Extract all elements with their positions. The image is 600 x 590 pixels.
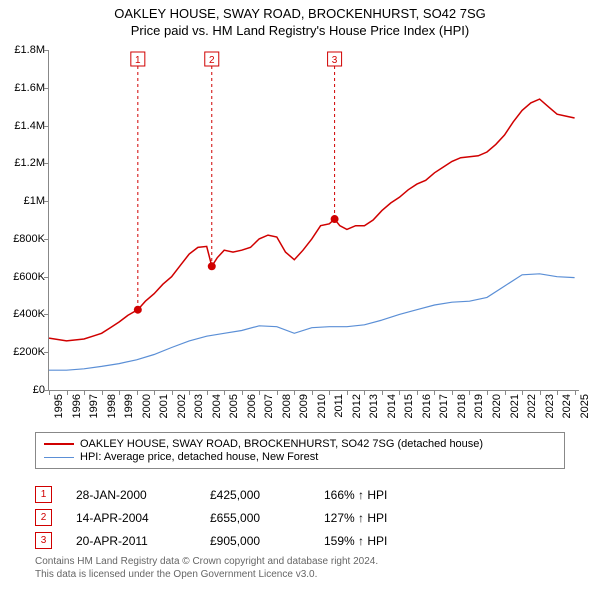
legend-swatch: [44, 457, 74, 458]
x-axis-label: 2011: [333, 394, 345, 428]
x-axis-label: 2006: [246, 394, 258, 428]
x-axis-label: 1996: [71, 394, 83, 428]
chart-plot-area: 123 £0£200K£400K£600K£800K£1M£1.2M£1.4M£…: [48, 50, 579, 391]
sale-delta: 166% ↑ HPI: [324, 488, 434, 502]
x-axis-label: 2002: [176, 394, 188, 428]
chart-title-address: OAKLEY HOUSE, SWAY ROAD, BROCKENHURST, S…: [0, 6, 600, 21]
x-axis-label: 2013: [368, 394, 380, 428]
sale-price: £425,000: [210, 488, 300, 502]
sale-price: £655,000: [210, 511, 300, 525]
sale-marker-dot: [134, 306, 142, 314]
x-axis-label: 2005: [228, 394, 240, 428]
y-axis-label: £0: [1, 384, 45, 396]
series-hpi: [49, 274, 575, 370]
sale-date: 28-JAN-2000: [76, 488, 186, 502]
sale-marker-number: 2: [209, 55, 215, 66]
footer-line: This data is licensed under the Open Gov…: [35, 569, 378, 582]
x-axis-label: 2017: [438, 394, 450, 428]
sale-marker-icon: 2: [35, 509, 52, 526]
sale-date: 14-APR-2004: [76, 511, 186, 525]
x-axis-label: 1999: [123, 394, 135, 428]
x-axis-label: 2019: [473, 394, 485, 428]
x-axis-label: 2023: [544, 394, 556, 428]
x-axis-label: 2001: [158, 394, 170, 428]
sale-marker-icon: 1: [35, 486, 52, 503]
y-axis-label: £1.6M: [1, 82, 45, 94]
legend-box: OAKLEY HOUSE, SWAY ROAD, BROCKENHURST, S…: [35, 432, 565, 469]
y-axis-label: £800K: [1, 233, 45, 245]
x-axis-label: 2007: [263, 394, 275, 428]
title-block: OAKLEY HOUSE, SWAY ROAD, BROCKENHURST, S…: [0, 0, 600, 38]
x-axis-label: 2008: [281, 394, 293, 428]
footer-line: Contains HM Land Registry data © Crown c…: [35, 556, 378, 569]
x-axis-label: 1998: [106, 394, 118, 428]
x-axis-label: 2009: [298, 394, 310, 428]
y-axis-label: £1.8M: [1, 44, 45, 56]
x-axis-label: 2025: [579, 394, 591, 428]
legend-item: HPI: Average price, detached house, New …: [44, 451, 556, 463]
x-axis-label: 2020: [491, 394, 503, 428]
sale-delta: 159% ↑ HPI: [324, 534, 434, 548]
x-axis-label: 2003: [193, 394, 205, 428]
legend-label: HPI: Average price, detached house, New …: [80, 451, 318, 463]
x-axis-label: 2004: [211, 394, 223, 428]
sale-marker-icon: 3: [35, 532, 52, 549]
sale-row: 3 20-APR-2011 £905,000 159% ↑ HPI: [35, 532, 565, 549]
y-axis-label: £200K: [1, 346, 45, 358]
x-axis-label: 2014: [386, 394, 398, 428]
series-price_paid: [49, 99, 575, 341]
x-axis-label: 2021: [509, 394, 521, 428]
sale-row: 1 28-JAN-2000 £425,000 166% ↑ HPI: [35, 486, 565, 503]
x-axis-label: 2024: [561, 394, 573, 428]
legend-swatch: [44, 443, 74, 445]
sale-date: 20-APR-2011: [76, 534, 186, 548]
x-axis-label: 1995: [53, 394, 65, 428]
chart-subtitle: Price paid vs. HM Land Registry's House …: [0, 23, 600, 38]
chart-svg: 1 2 3: [49, 50, 579, 390]
sales-table: 1 28-JAN-2000 £425,000 166% ↑ HPI 2 14-A…: [35, 480, 565, 555]
sale-marker-number: 1: [135, 55, 141, 66]
sale-marker-number: 3: [332, 55, 338, 66]
y-axis-label: £1.2M: [1, 157, 45, 169]
y-axis-label: £1.4M: [1, 120, 45, 132]
x-axis-label: 2018: [456, 394, 468, 428]
x-axis-label: 1997: [88, 394, 100, 428]
legend-item: OAKLEY HOUSE, SWAY ROAD, BROCKENHURST, S…: [44, 438, 556, 450]
x-axis-label: 2015: [403, 394, 415, 428]
y-axis-label: £1M: [1, 195, 45, 207]
sale-row: 2 14-APR-2004 £655,000 127% ↑ HPI: [35, 509, 565, 526]
x-axis-label: 2012: [351, 394, 363, 428]
y-axis-label: £400K: [1, 308, 45, 320]
sale-price: £905,000: [210, 534, 300, 548]
x-axis-label: 2000: [141, 394, 153, 428]
y-axis-label: £600K: [1, 271, 45, 283]
x-axis-label: 2010: [316, 394, 328, 428]
sale-marker-dot: [331, 215, 339, 223]
sale-delta: 127% ↑ HPI: [324, 511, 434, 525]
chart-container: OAKLEY HOUSE, SWAY ROAD, BROCKENHURST, S…: [0, 0, 600, 590]
sale-marker-dot: [208, 262, 216, 270]
legend-label: OAKLEY HOUSE, SWAY ROAD, BROCKENHURST, S…: [80, 438, 483, 450]
x-axis-label: 2016: [421, 394, 433, 428]
x-axis-label: 2022: [526, 394, 538, 428]
footer-attribution: Contains HM Land Registry data © Crown c…: [35, 556, 378, 581]
